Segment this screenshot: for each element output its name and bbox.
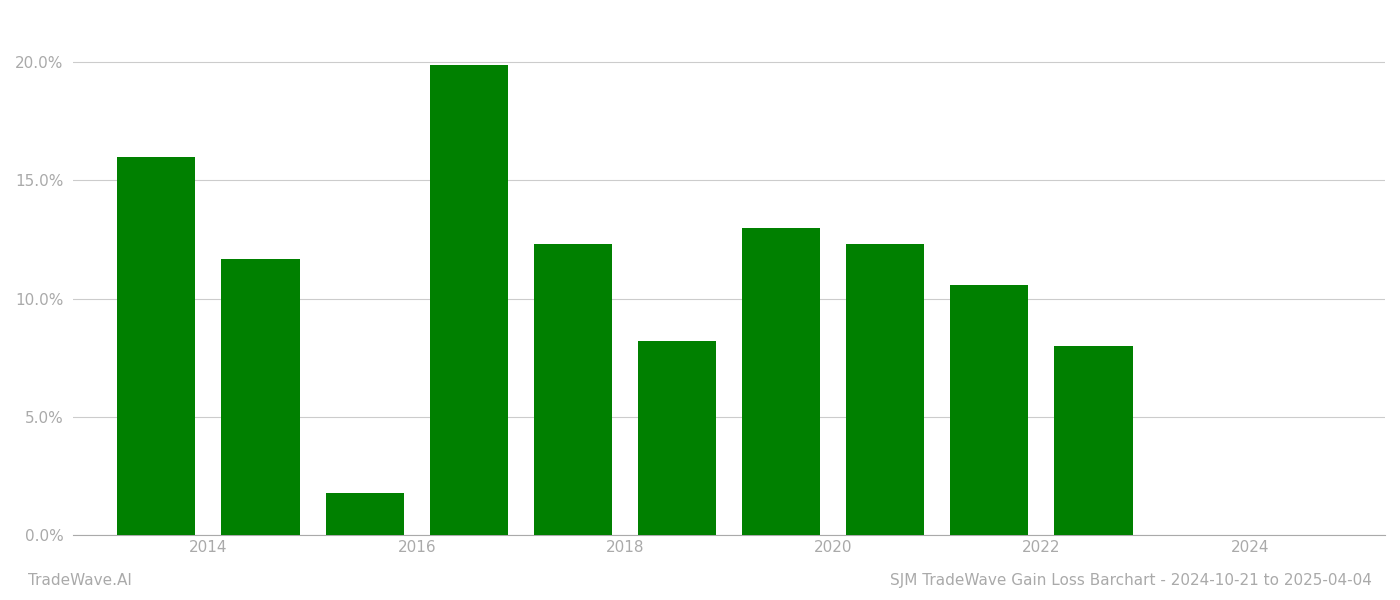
Bar [638,341,715,535]
Bar [1054,346,1133,535]
Bar [951,284,1029,535]
Text: TradeWave.AI: TradeWave.AI [28,573,132,588]
Text: SJM TradeWave Gain Loss Barchart - 2024-10-21 to 2025-04-04: SJM TradeWave Gain Loss Barchart - 2024-… [890,573,1372,588]
Bar [118,157,196,535]
Bar [846,244,924,535]
Bar [221,259,300,535]
Bar [533,244,612,535]
Bar [430,65,508,535]
Bar [742,228,820,535]
Bar [326,493,403,535]
